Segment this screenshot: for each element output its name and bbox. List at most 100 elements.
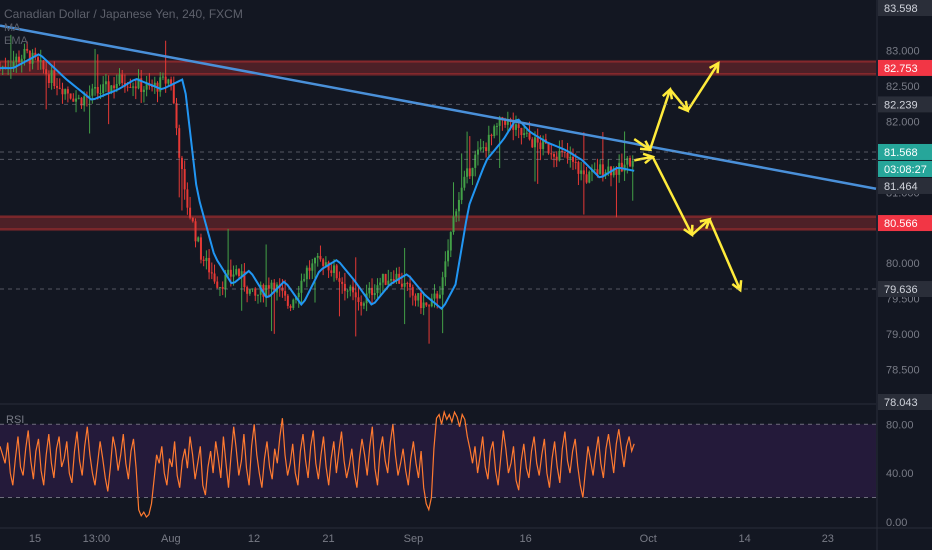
candle-body [110,85,113,92]
candle-body [585,174,588,183]
candle-body [300,280,303,293]
price-label-box [878,281,932,298]
candle-body [525,132,528,134]
ma-legend[interactable]: MA [4,22,21,34]
candle-body [303,279,306,281]
candle-body [170,79,173,85]
candle-body [354,292,357,298]
x-tick-label: 12 [248,533,260,545]
candle-body [333,265,336,273]
candle-body [422,302,425,309]
chart-title: Canadian Dollar / Japanese Yen, 240, FXC… [4,7,243,21]
candle-body [414,295,417,301]
candle-body [126,86,129,88]
candle-body [28,50,31,64]
candle-body [91,88,94,96]
candles [0,34,634,344]
projection-arrowhead [642,152,656,165]
candle-body [199,237,202,260]
candle-body [536,137,539,143]
candle-body [631,160,634,167]
candle-body [512,121,515,130]
candle-body [20,58,23,63]
candle-body [601,164,604,176]
candle-body [102,84,105,93]
candle-body [479,147,482,150]
candle-body [235,269,238,275]
candle-body [620,162,623,172]
rsi-legend[interactable]: RSI [6,414,25,426]
y-tick-label: 82.500 [886,81,920,93]
candle-body [531,139,534,148]
candle-body [221,287,224,289]
rsi-line [0,409,635,518]
trendline[interactable] [0,24,877,190]
candle-body [574,161,577,163]
candle-body [292,299,295,308]
candle-body [175,103,178,129]
candle-body [593,169,596,171]
candle-body [335,265,338,279]
candle-body [490,134,493,136]
ema-legend[interactable]: EMA [4,35,28,47]
candle-body [463,176,466,188]
candle-body [267,285,270,289]
candle-body [506,118,509,125]
y-tick-label: 82.000 [886,116,920,128]
candle-body [504,120,507,125]
price-level-lines [0,103,876,290]
candle-body [308,267,311,271]
price-label: 81.568 [884,147,918,159]
y-tick-label: 83.000 [886,45,920,57]
candle-body [137,78,140,89]
candle-body [205,257,208,262]
candle-body [474,154,477,168]
candle-body [528,132,531,140]
candle-body [346,290,349,292]
projection-arrowhead [731,280,743,293]
candle-body [96,87,99,94]
candle-body [428,305,431,307]
price-label-box [878,0,932,16]
candle-body [341,281,344,284]
candle-body [189,207,192,218]
candle-body [612,168,615,176]
candle-body [47,74,50,84]
candle-body [330,270,333,273]
candle-body [237,269,240,277]
candle-body [349,286,352,291]
price-labels: 83.598 82.753 82.239 81.568 03:08:27 81.464 80… [878,0,932,410]
candle-body [202,259,205,262]
candle-body [80,97,83,106]
candle-body [390,279,393,281]
candle-body [514,124,517,130]
candle-body [256,294,259,296]
candle-body [145,83,148,90]
candle-body [99,92,102,94]
resistance-zone [0,59,876,76]
candle-body [113,85,116,89]
candle-body [539,142,542,149]
candle-body [77,97,80,99]
candle-body [248,289,251,294]
price-label-box [878,177,932,194]
candle-body [232,274,235,277]
candle-body [417,293,420,301]
candle-body [430,298,433,307]
price-label: 78.043 [884,397,918,409]
candle-body [629,158,632,167]
candle-body [180,157,183,170]
candle-body [243,271,246,288]
candle-body [134,86,137,89]
candle-body [270,282,273,289]
rsi-tick-label: 40.00 [886,468,914,480]
price-label-box [878,59,932,76]
candle-body [251,288,254,290]
candle-body [118,74,121,84]
price-label: 80.566 [884,218,918,230]
candle-body [240,271,243,277]
x-tick-label: 23 [822,533,834,545]
candle-body [316,255,319,258]
candle-body [216,281,219,288]
